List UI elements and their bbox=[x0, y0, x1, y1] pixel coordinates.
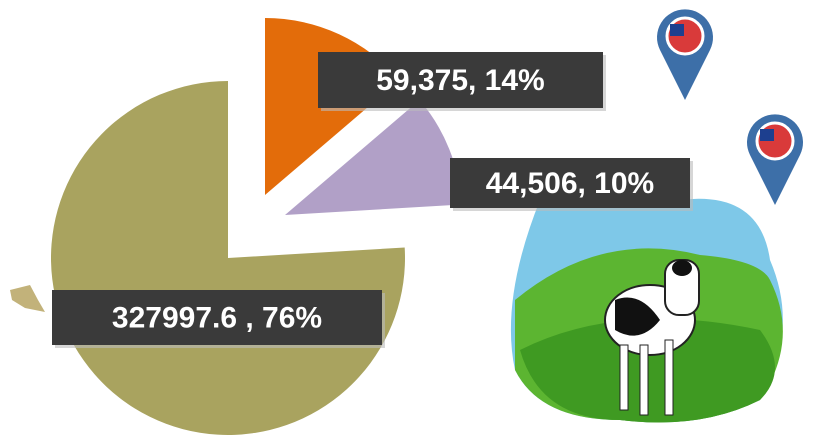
label-box bbox=[52, 290, 382, 345]
labels: 59,375, 14% 44,506, 10% 327997.6 , 76% bbox=[52, 52, 693, 348]
data-label: 44,506, 10% bbox=[486, 167, 654, 200]
pasture-illustration bbox=[510, 185, 783, 423]
label-box bbox=[450, 158, 690, 208]
label-box bbox=[318, 52, 603, 108]
data-label: 59,375, 14% bbox=[376, 64, 544, 97]
pie-slice bbox=[50, 81, 405, 436]
map-pin bbox=[747, 114, 803, 205]
data-label: 327997.6 , 76% bbox=[112, 301, 322, 334]
pie-slice bbox=[285, 100, 462, 215]
map-pin bbox=[657, 9, 713, 100]
decoration bbox=[10, 285, 45, 312]
